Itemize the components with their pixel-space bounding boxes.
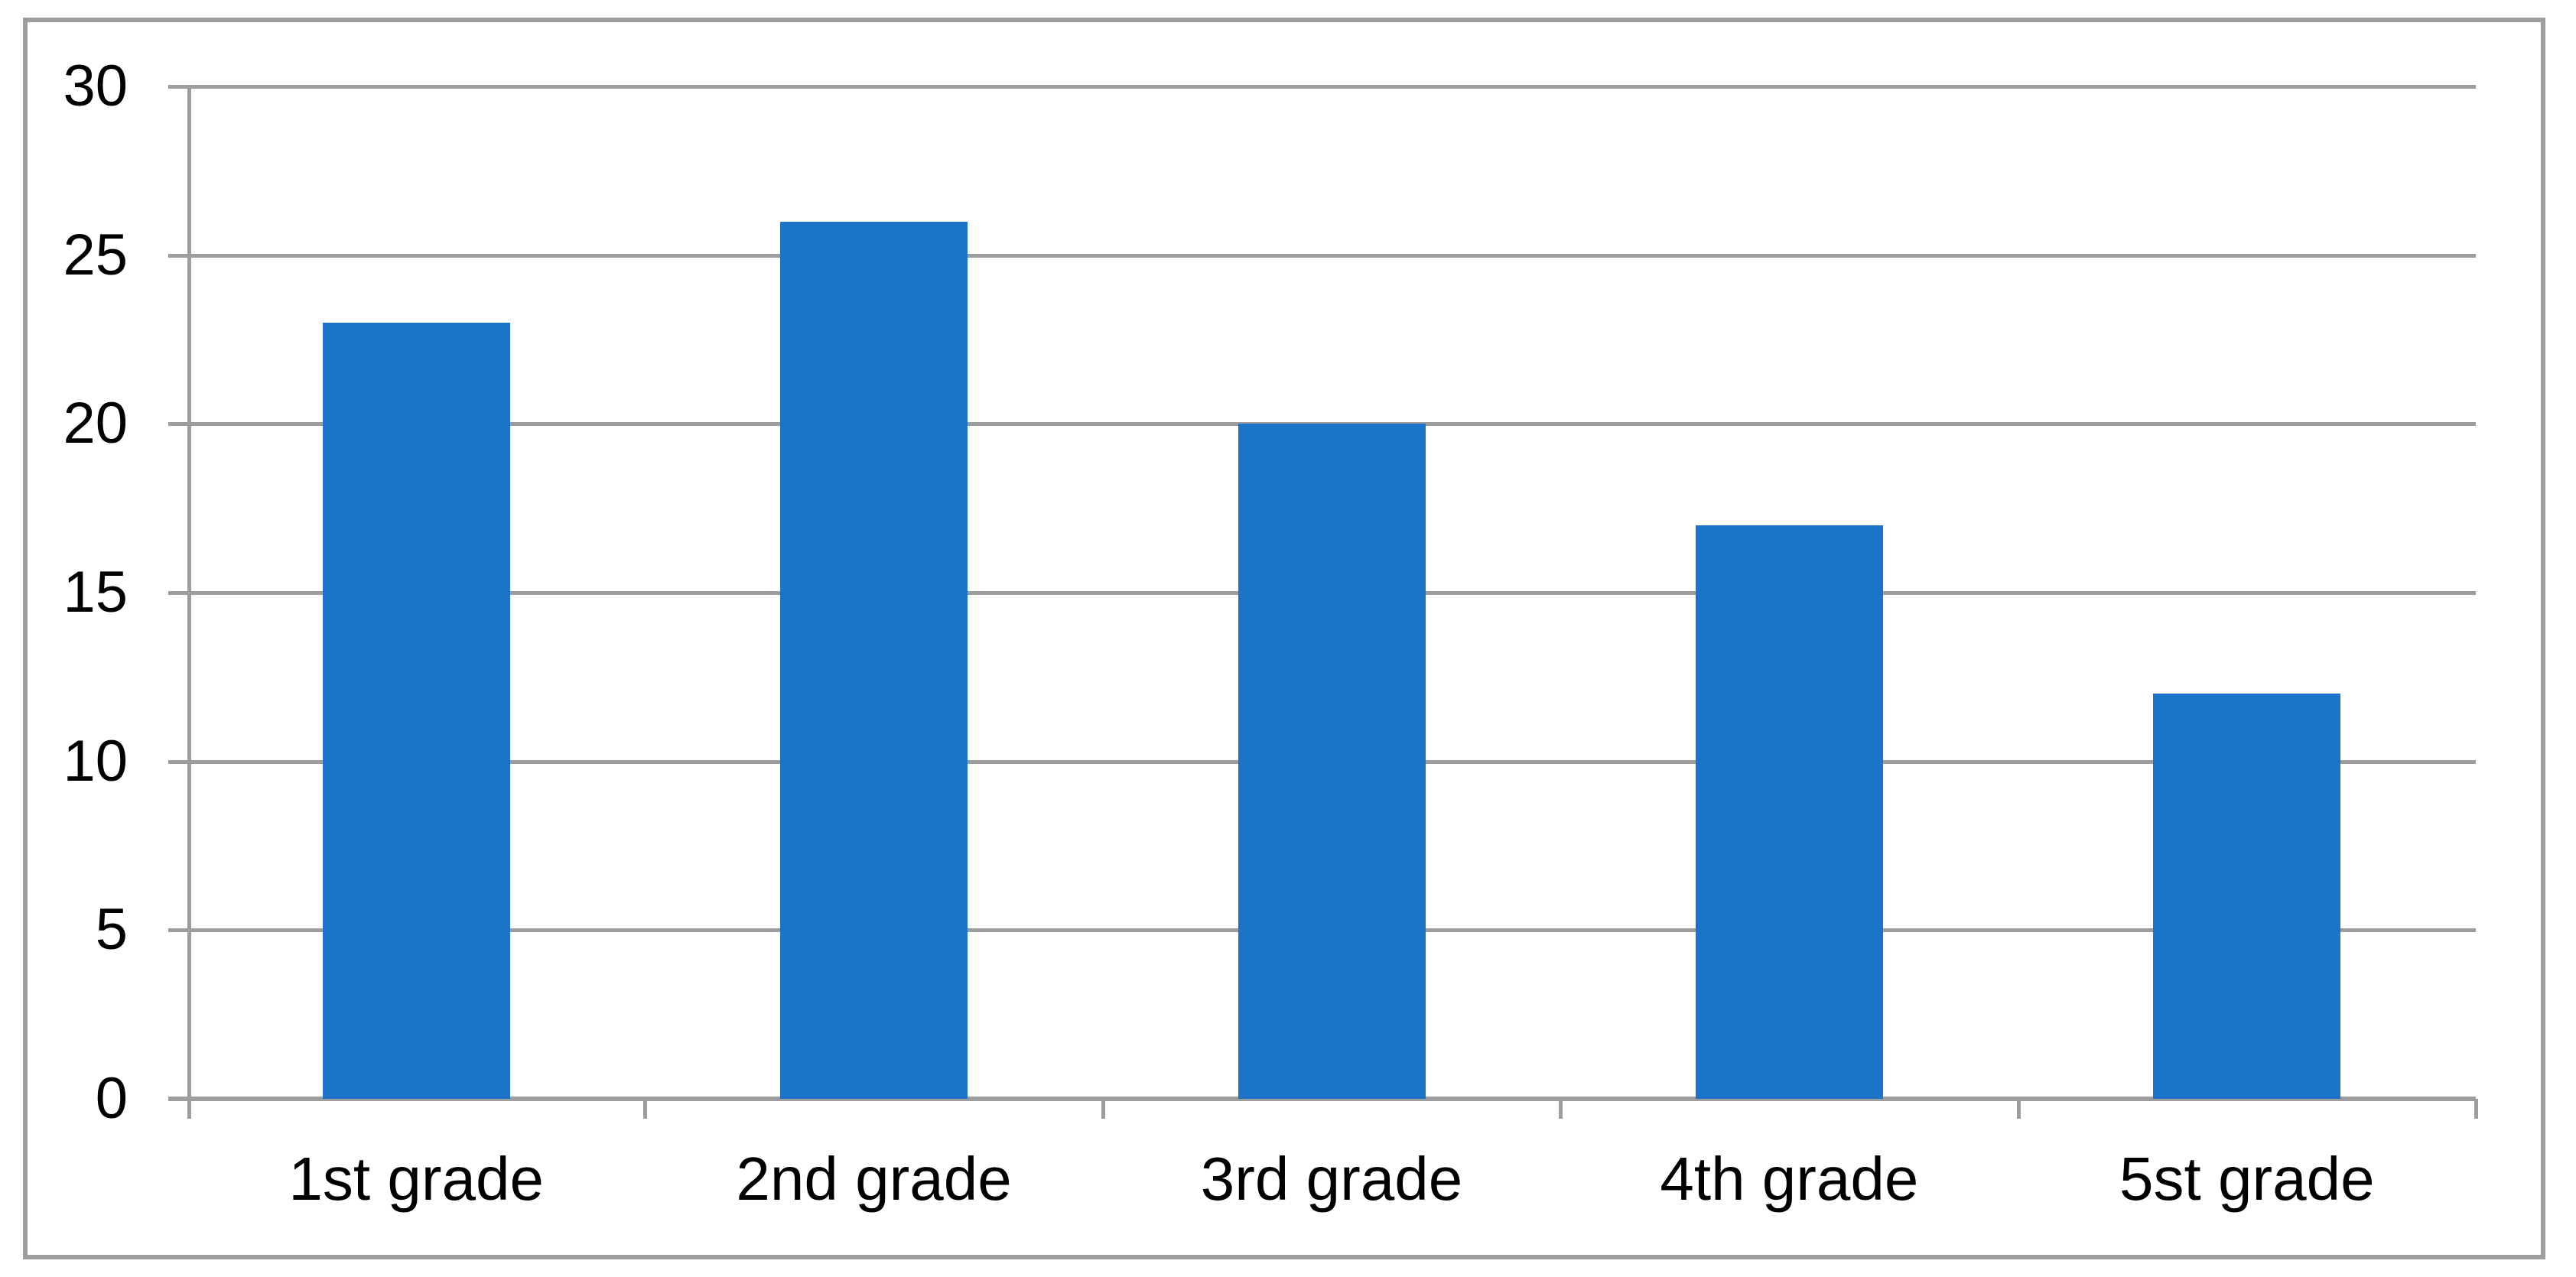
y-axis-line (187, 85, 191, 1119)
y-tick-label: 0 (95, 1066, 128, 1131)
x-axis-tick (2474, 1099, 2478, 1119)
bar-3rd-grade (1238, 424, 1426, 1099)
bar-4th-grade (1695, 525, 1883, 1099)
bar-1st-grade (322, 322, 510, 1099)
x-category-label: 1st grade (288, 1145, 544, 1213)
bar-2nd-grade (780, 221, 968, 1099)
x-axis-tick (643, 1099, 648, 1119)
x-axis-tick (1559, 1099, 1563, 1119)
x-category-label: 4th grade (1660, 1145, 1919, 1213)
y-tick-label: 10 (63, 728, 128, 794)
x-axis-tick (2016, 1099, 2021, 1119)
y-gridline (168, 85, 2476, 89)
y-tick-label: 15 (63, 560, 128, 625)
x-axis-tick (1101, 1099, 1105, 1119)
y-tick-label: 25 (63, 222, 128, 288)
x-category-label: 2nd grade (736, 1145, 1012, 1213)
y-tick-label: 5 (95, 897, 128, 963)
y-tick-label: 20 (63, 391, 128, 457)
y-tick-label: 30 (63, 54, 128, 119)
x-category-label: 3rd grade (1200, 1145, 1463, 1213)
bar-5st-grade (2153, 694, 2341, 1099)
x-category-label: 5st grade (2119, 1145, 2375, 1213)
x-axis-line (168, 1097, 2476, 1101)
y-gridline (168, 253, 2476, 258)
